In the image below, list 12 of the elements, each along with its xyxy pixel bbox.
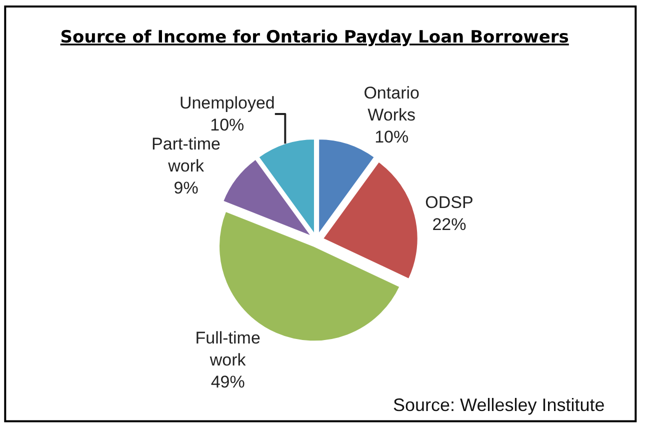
slice-label: ODSP — [425, 193, 474, 212]
data-label: 10% — [210, 116, 244, 134]
data-label: 49% — [210, 372, 245, 392]
slice-label: Unemployed — [179, 93, 275, 112]
slice-label: Ontario Works — [364, 83, 420, 125]
data-label: 22% — [432, 215, 466, 234]
chart-title: Source of Income for Ontario Payday Loan Borrowers — [60, 28, 569, 48]
data-label: 10% — [374, 128, 409, 147]
data-label: 9% — [174, 178, 198, 198]
slice-label: Full-time work — [195, 328, 260, 370]
source-note: Source: Wellesley Institute — [393, 395, 605, 415]
slice-label: Part-time work — [152, 134, 221, 176]
